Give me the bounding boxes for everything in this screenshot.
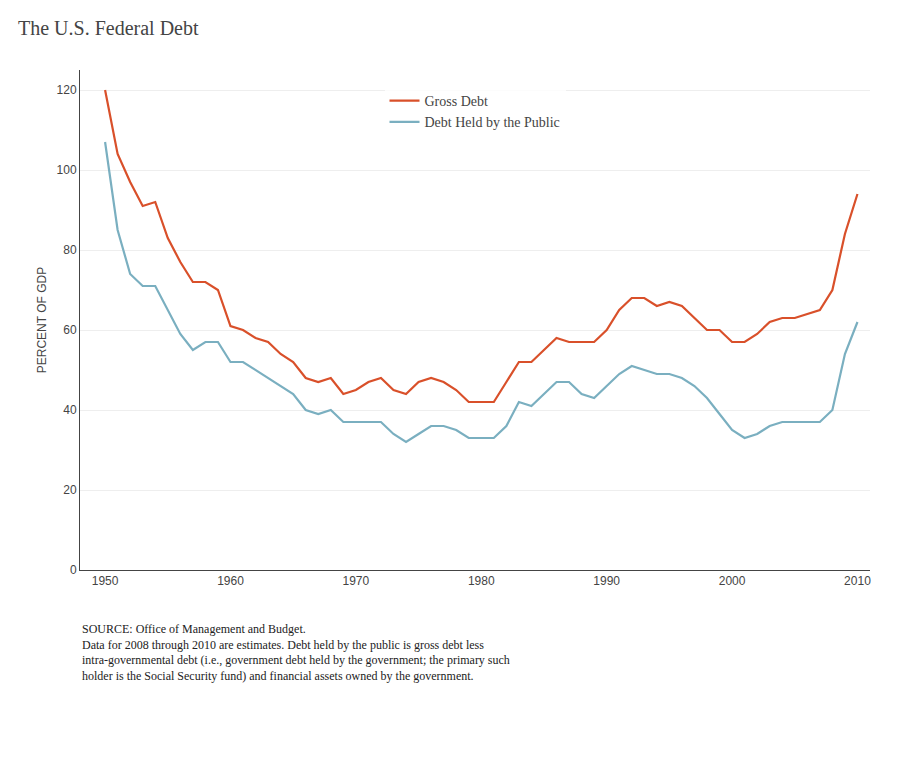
svg-text:1960: 1960 <box>217 574 244 588</box>
svg-text:60: 60 <box>63 323 77 337</box>
svg-text:SOURCE: Office of Management a: SOURCE: Office of Management and Budget.… <box>82 622 510 683</box>
svg-text:100: 100 <box>57 163 77 177</box>
svg-text:Gross Debt: Gross Debt <box>425 94 488 109</box>
svg-text:1980: 1980 <box>468 574 495 588</box>
svg-text:0: 0 <box>70 563 77 577</box>
svg-text:PERCENT OF GDP: PERCENT OF GDP <box>35 267 49 373</box>
svg-text:2010: 2010 <box>844 574 871 588</box>
svg-text:120: 120 <box>57 83 77 97</box>
svg-text:20: 20 <box>63 483 77 497</box>
svg-text:The U.S. Federal Debt: The U.S. Federal Debt <box>18 17 199 39</box>
svg-text:2000: 2000 <box>719 574 746 588</box>
svg-text:80: 80 <box>63 243 77 257</box>
svg-text:1990: 1990 <box>593 574 620 588</box>
svg-text:1970: 1970 <box>343 574 370 588</box>
svg-text:Debt Held by the Public: Debt Held by the Public <box>425 115 560 130</box>
svg-text:1950: 1950 <box>92 574 119 588</box>
svg-text:40: 40 <box>63 403 77 417</box>
